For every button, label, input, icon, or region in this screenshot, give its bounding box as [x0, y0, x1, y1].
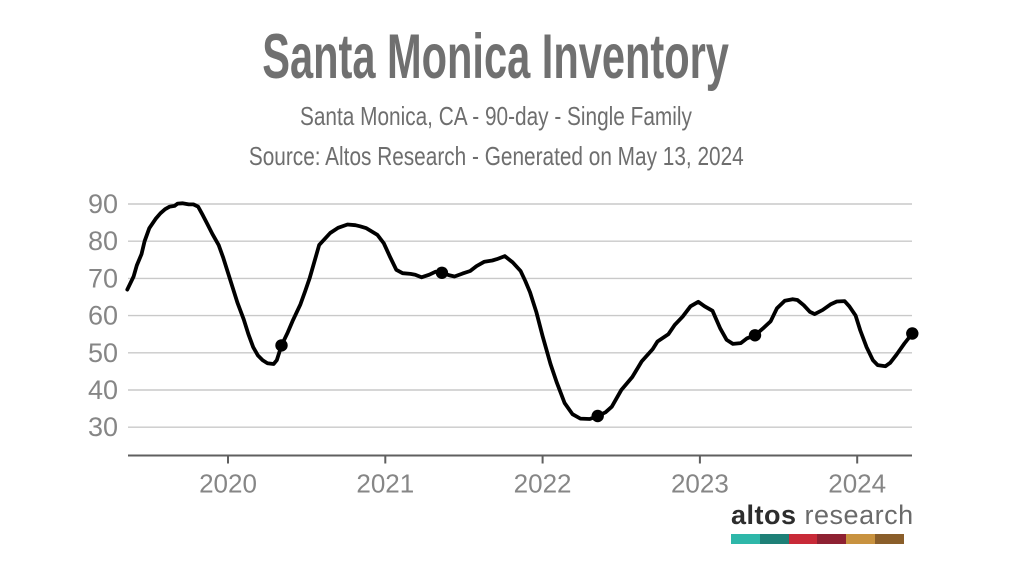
brand-bar-segment-4 — [817, 534, 847, 544]
chart-source-row: Source: Altos Research - Generated on Ma… — [0, 141, 1022, 172]
altos-brand-bar — [731, 534, 904, 544]
x-tick-label: 2023 — [671, 469, 729, 499]
brand-bar-segment-3 — [788, 534, 818, 544]
brand-bar-segment-5 — [846, 534, 876, 544]
chart-source: Source: Altos Research - Generated on Ma… — [248, 141, 744, 171]
y-tick-label: 90 — [88, 189, 118, 219]
logo-word-research-spacer — [797, 500, 805, 530]
brand-bar-segment-2 — [759, 534, 789, 544]
x-tick-label: 2020 — [199, 469, 257, 499]
y-tick-label: 80 — [88, 226, 118, 256]
marker-dot — [275, 339, 288, 352]
y-tick-label: 60 — [88, 301, 118, 331]
marker-dot — [591, 409, 604, 423]
marker-dot — [906, 327, 919, 340]
brand-bar-segment-6 — [875, 534, 904, 544]
logo-word-altos: altos — [731, 500, 797, 530]
x-tick-label: 2021 — [356, 469, 414, 499]
chart-title: Santa Monica Inventory — [262, 22, 730, 92]
x-tick-label: 2022 — [514, 469, 572, 499]
brand-bar-segment-1 — [731, 534, 760, 544]
marker-dot — [748, 329, 762, 342]
chart-subtitle: Santa Monica, CA - 90-day - Single Famil… — [300, 101, 692, 131]
y-tick-label: 50 — [88, 338, 118, 368]
page-title: Santa Monica Inventory — [0, 26, 1022, 89]
y-tick-label: 70 — [88, 263, 118, 293]
logo-word-research: research — [804, 500, 914, 530]
altos-research-logo: altos research — [731, 500, 913, 544]
chart-subtitle-row: Santa Monica, CA - 90-day - Single Famil… — [0, 101, 1022, 132]
x-tick-label: 2024 — [828, 469, 886, 499]
marker-dot — [435, 266, 449, 279]
altos-research-wordmark: altos research — [731, 500, 913, 530]
y-tick-label: 40 — [88, 375, 118, 405]
y-tick-label: 30 — [88, 412, 118, 442]
inventory-line — [125, 201, 915, 421]
